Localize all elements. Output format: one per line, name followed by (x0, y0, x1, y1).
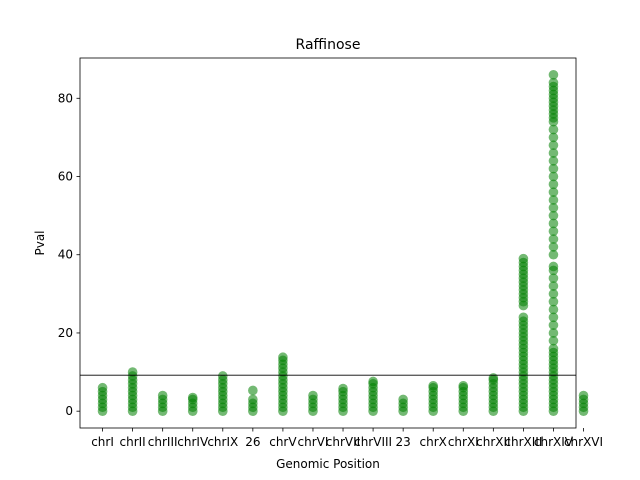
y-axis-label: Pval (33, 230, 47, 255)
data-point (548, 343, 559, 354)
data-point (488, 373, 499, 383)
y-tick-label: 40 (58, 248, 73, 262)
x-tick-label: chrXIII (504, 435, 542, 449)
data-point (248, 385, 258, 396)
data-point (548, 140, 559, 151)
data-point (548, 171, 559, 182)
y-tick-label: 60 (58, 170, 73, 184)
y-tick-label: 80 (58, 91, 73, 105)
data-point (368, 376, 378, 387)
x-tick-label: chrIX (207, 435, 238, 449)
data-point (398, 394, 408, 405)
data-point (548, 77, 559, 88)
data-point (548, 320, 559, 330)
x-tick-label: 26 (245, 435, 260, 449)
data-point (157, 390, 168, 401)
data-point (548, 124, 559, 135)
x-tick-label: chrVII (326, 435, 360, 449)
plot-area-frame (79, 57, 577, 429)
data-point (548, 249, 559, 260)
data-point (248, 394, 258, 405)
x-tick-label: chrXII (476, 435, 510, 449)
data-point (548, 242, 559, 252)
x-axis-label: Genomic Position (276, 457, 380, 471)
data-point (548, 234, 559, 244)
y-tick-label: 20 (58, 326, 73, 340)
data-point (518, 253, 529, 264)
data-point (127, 367, 138, 377)
x-tick-label: chrVIII (354, 435, 392, 449)
x-tick-label: chrII (119, 435, 145, 449)
y-axis: 0 20 40 60 80 (58, 91, 80, 418)
data-point (97, 382, 108, 393)
data-point (548, 304, 559, 315)
data-point (548, 281, 559, 291)
x-tick-label: chrX (420, 435, 447, 449)
data-point (217, 371, 228, 381)
x-axis: chrI chrII chrIII chrIV chrIX 26 chrV chrVIchrV… (91, 428, 603, 449)
data-point (548, 132, 559, 143)
data-point (548, 148, 559, 158)
data-point (338, 383, 348, 394)
data-point (548, 195, 559, 205)
data-point (548, 163, 559, 174)
x-tick-label: chrIV (177, 435, 209, 449)
data-point (548, 261, 559, 272)
x-tick-label: chrXI (448, 435, 479, 449)
data-point (548, 187, 559, 197)
data-point (428, 380, 439, 391)
x-tick-label: chrXVI (564, 435, 603, 449)
x-tick-label: 23 (396, 435, 411, 449)
data-point (548, 70, 559, 80)
data-point (548, 289, 559, 299)
data-point (548, 226, 559, 237)
data-point (548, 218, 559, 229)
x-tick-label: chrV (269, 435, 297, 449)
data-point (548, 312, 559, 323)
data-point (548, 156, 559, 166)
data-point (548, 296, 559, 307)
chart-title: Raffinose (296, 37, 361, 53)
data-point (548, 335, 559, 346)
data-point (548, 210, 559, 221)
x-tick-label: chrVI (298, 435, 329, 449)
x-tick-label: chrXIV (534, 435, 574, 449)
data-point (578, 390, 589, 401)
data-point (278, 352, 288, 363)
data-point (548, 179, 559, 190)
data-point (548, 273, 559, 284)
x-tick-label: chrI (91, 435, 114, 449)
data-point (548, 203, 559, 213)
points-layer (97, 70, 589, 416)
x-tick-label: chrIII (148, 435, 178, 449)
data-point (548, 328, 559, 338)
data-point (308, 390, 318, 401)
data-point (518, 312, 529, 323)
y-tick-label: 0 (65, 404, 73, 418)
data-point (187, 392, 198, 403)
data-point (458, 380, 469, 391)
